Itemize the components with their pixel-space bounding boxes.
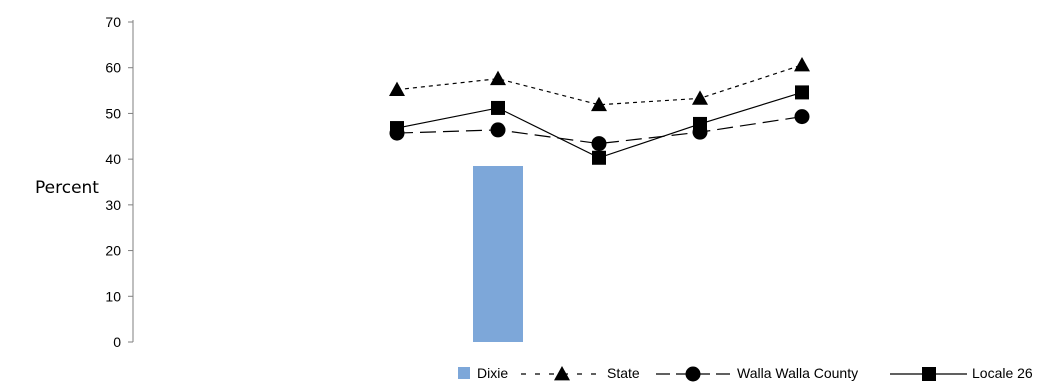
series-lines [389, 56, 810, 165]
legend: Dixie State Walla Walla County Locale 26 [458, 365, 1033, 382]
bar-dixie [473, 166, 523, 342]
series-line-1 [396, 64, 803, 106]
square-marker [795, 85, 809, 100]
y-tick-label: 60 [105, 60, 121, 76]
y-tick-label: 50 [105, 105, 121, 121]
y-tick-label: 70 [105, 14, 121, 30]
y-tick-label: 20 [105, 243, 121, 259]
triangle-marker [692, 90, 708, 105]
y-tick-label: 40 [105, 151, 121, 167]
triangle-marker [389, 81, 405, 97]
square-marker [390, 121, 404, 136]
legend-marker-state [554, 366, 570, 381]
y-axis-label: Percent [35, 178, 99, 198]
triangle-marker [794, 56, 810, 72]
legend-label-dixie: Dixie [477, 365, 508, 381]
square-marker [491, 100, 505, 115]
legend-label-locale-26: Locale 26 [972, 365, 1033, 381]
legend-marker-locale-26 [922, 367, 936, 381]
legend-marker-walla-walla [685, 366, 701, 382]
legend-swatch-dixie [458, 367, 470, 379]
y-axis: 0 10 20 30 40 50 60 70 [105, 14, 134, 350]
bars [473, 166, 523, 342]
y-tick-label: 0 [113, 334, 121, 350]
circle-marker [794, 109, 810, 125]
circle-marker [490, 122, 506, 138]
y-tick-label: 10 [105, 288, 121, 304]
legend-label-walla-walla: Walla Walla County [737, 365, 858, 381]
triangle-marker [591, 96, 607, 112]
square-marker [693, 116, 707, 131]
square-marker [592, 150, 606, 165]
circle-marker [591, 136, 607, 152]
y-tick-label: 30 [105, 197, 121, 213]
triangle-marker [490, 70, 506, 86]
legend-label-state: State [607, 365, 640, 381]
